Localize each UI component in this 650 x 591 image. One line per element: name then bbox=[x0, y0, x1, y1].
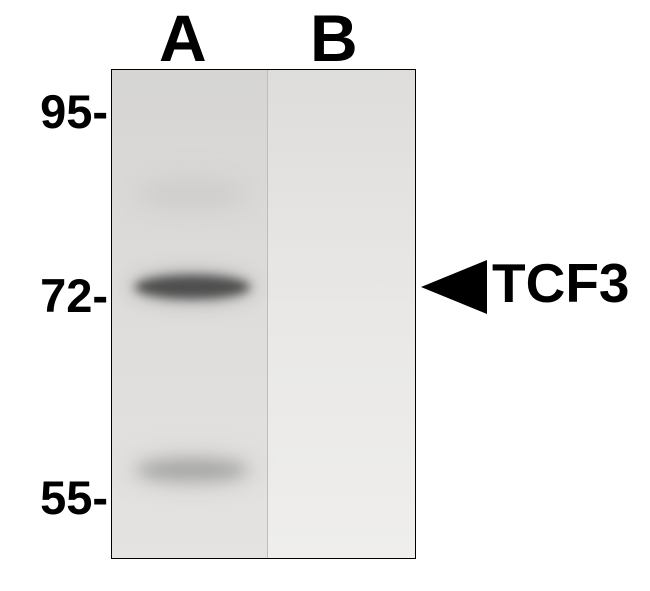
figure-container: A B 95- 72- 55- TCF3 bbox=[0, 0, 650, 591]
target-protein-label: TCF3 bbox=[492, 251, 630, 315]
mw-marker-55: 55- bbox=[40, 470, 108, 525]
mw-marker-72: 72- bbox=[40, 268, 108, 323]
tcf3-arrowhead-icon bbox=[421, 260, 487, 314]
lane-divider bbox=[267, 70, 268, 558]
lane-a-region bbox=[112, 70, 267, 558]
band-a-80kda bbox=[142, 185, 242, 203]
band-a-56kda bbox=[137, 460, 247, 480]
lane-b-region bbox=[267, 70, 415, 558]
band-a-tcf3-72kda bbox=[135, 275, 250, 299]
lane-a-label: A bbox=[159, 0, 207, 76]
lane-b-label: B bbox=[310, 0, 358, 76]
blot-membrane bbox=[111, 69, 416, 559]
mw-marker-95: 95- bbox=[40, 84, 108, 139]
